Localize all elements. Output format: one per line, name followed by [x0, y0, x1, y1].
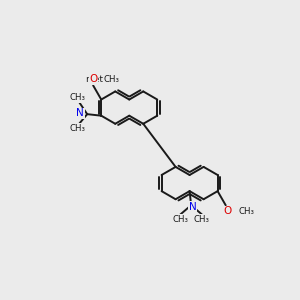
- Text: CH₃: CH₃: [70, 94, 86, 103]
- Text: methyl: methyl: [85, 75, 117, 84]
- Text: CH₃: CH₃: [172, 214, 188, 224]
- Text: O: O: [223, 206, 231, 216]
- Text: N: N: [189, 202, 196, 212]
- Text: O: O: [89, 74, 97, 84]
- Text: CH₃: CH₃: [70, 124, 86, 133]
- Text: CH₃: CH₃: [194, 214, 210, 224]
- Text: CH₃: CH₃: [238, 207, 254, 216]
- Text: N: N: [76, 108, 84, 118]
- Text: CH₃: CH₃: [103, 75, 119, 84]
- Text: O: O: [88, 74, 97, 84]
